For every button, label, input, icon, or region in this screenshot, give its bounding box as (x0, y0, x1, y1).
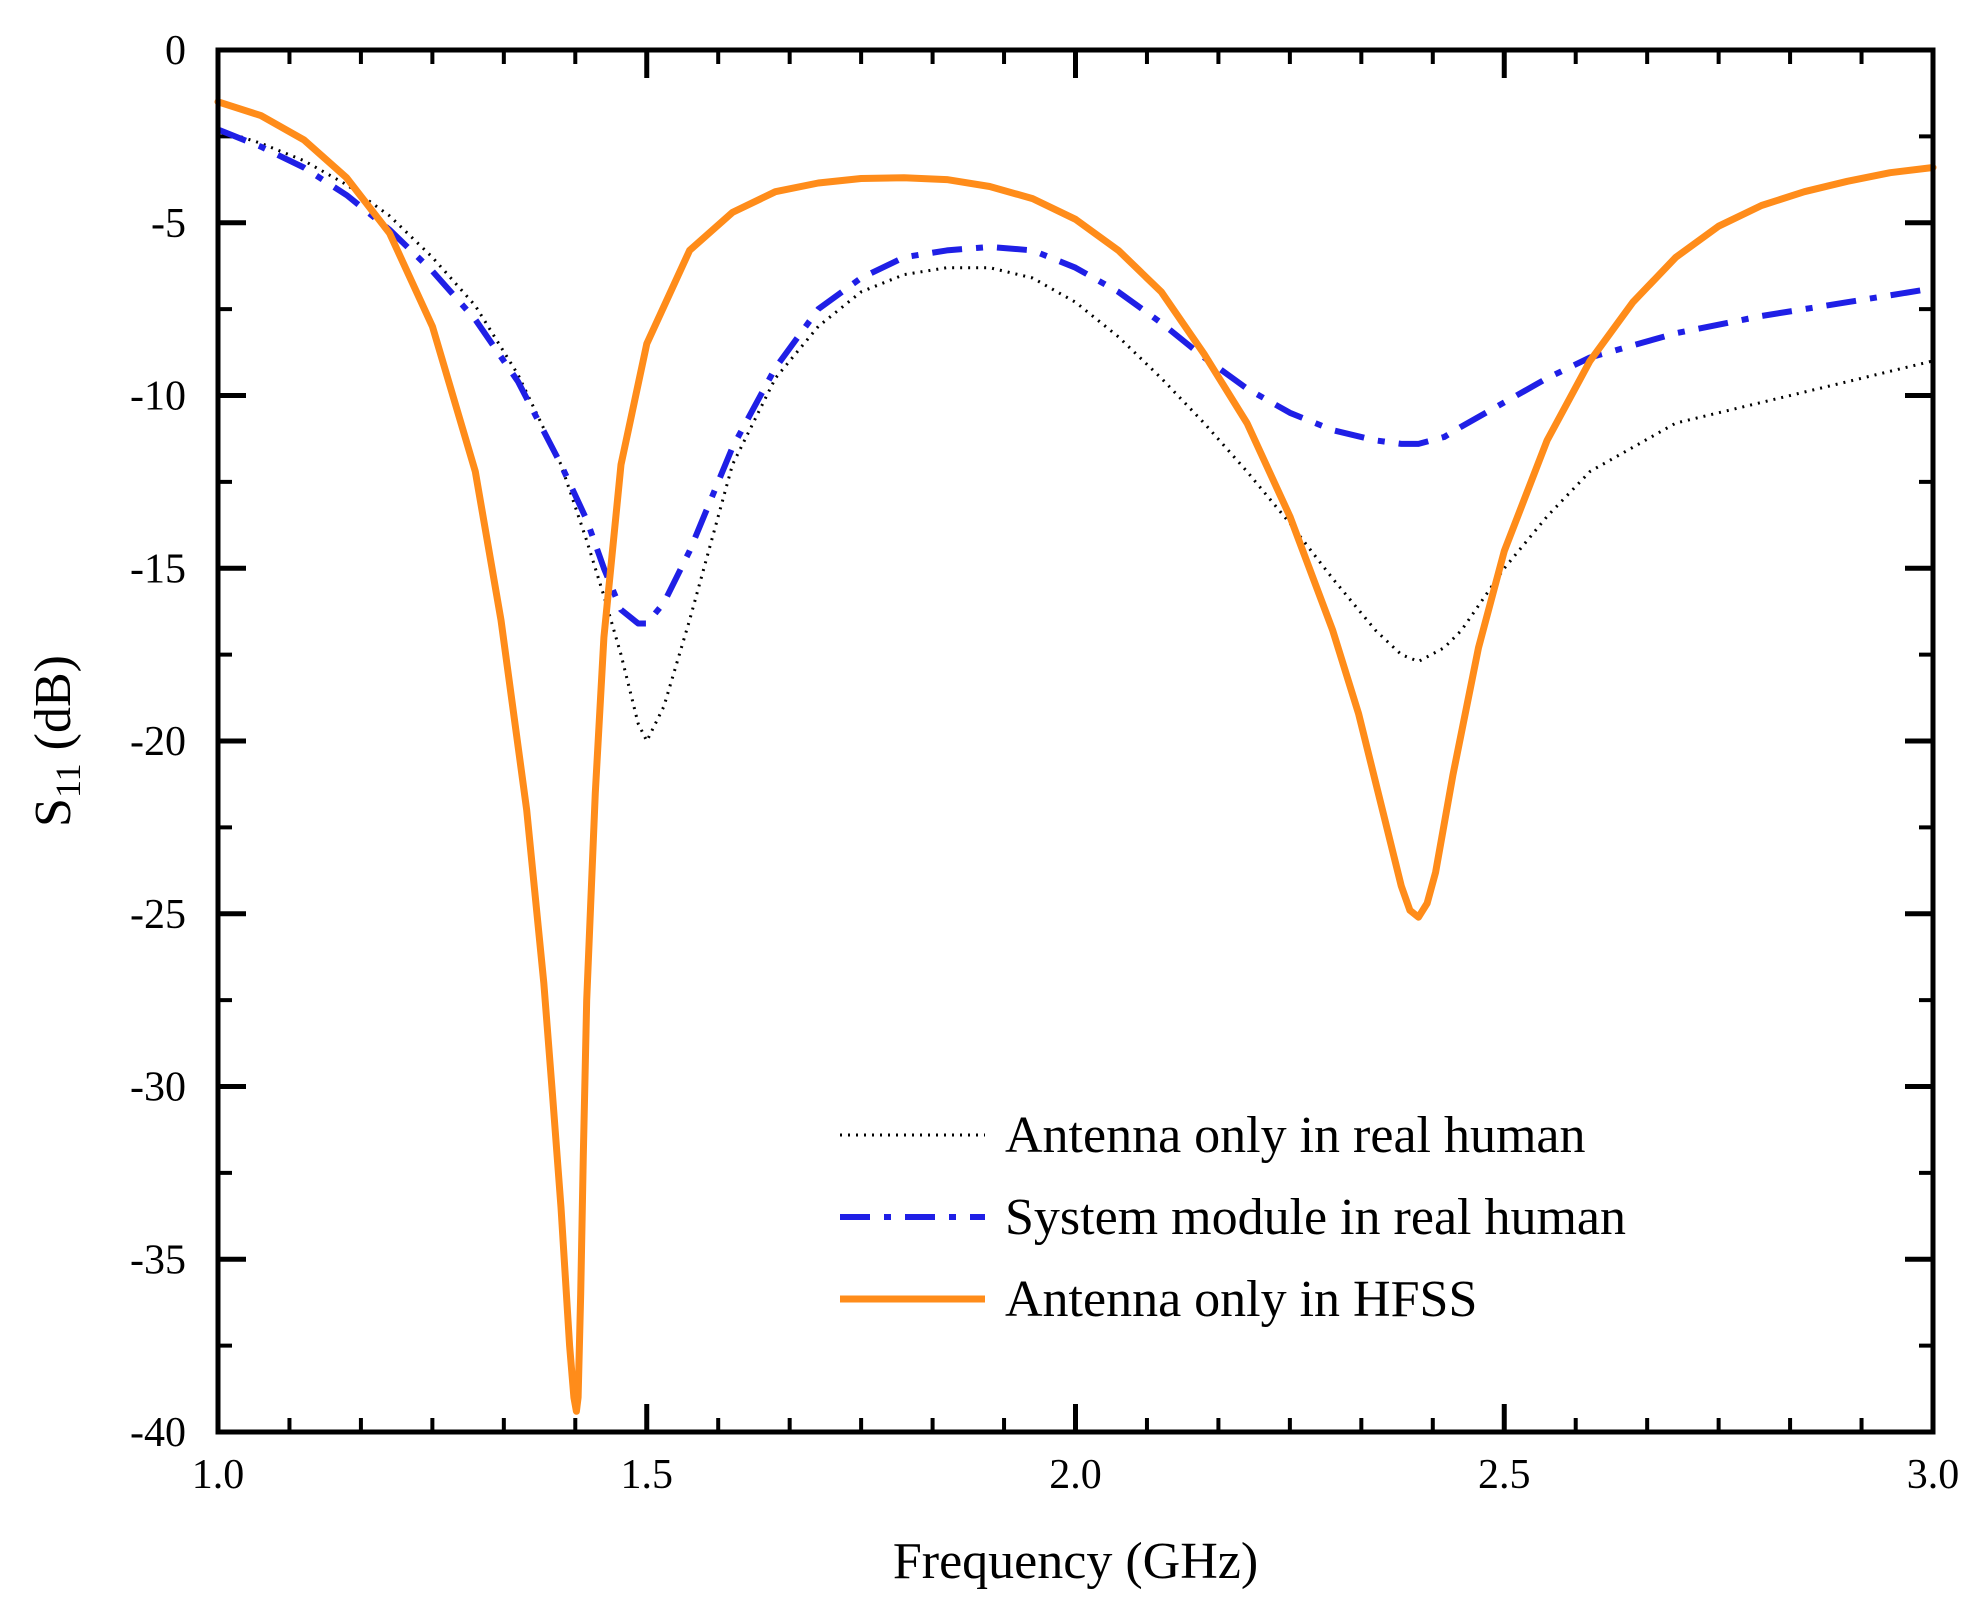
y-tick-label: -30 (130, 1065, 186, 1111)
y-tick-label: -10 (130, 374, 186, 420)
legend: Antenna only in real human System module … (840, 1107, 1626, 1328)
tick-labels: 1.0 1.5 2.0 2.5 3.0 0 -5 -10 -15 -20 -25 -30 -35 -40 (130, 28, 1959, 1498)
series-line-3 (214, 98, 1937, 1415)
y-axis-title-subscript: 11 (48, 763, 88, 798)
y-tick-label: -15 (130, 546, 186, 592)
x-tick-label: 2.0 (1049, 1452, 1102, 1498)
y-axis-title-unit: (dB) (25, 655, 82, 763)
y-tick-label: -35 (130, 1237, 186, 1283)
x-tick-label: 1.5 (621, 1452, 674, 1498)
legend-label-1: Antenna only in real human (1005, 1107, 1586, 1164)
legend-label-2: System module in real human (1005, 1189, 1626, 1246)
x-tick-label: 2.5 (1478, 1452, 1531, 1498)
x-tick-label: 3.0 (1907, 1452, 1960, 1498)
series-line-2 (216, 126, 1934, 627)
y-axis-title: S11 (dB) (25, 655, 88, 827)
x-axis-title: Frequency (GHz) (893, 1533, 1258, 1590)
x-tick-label: 1.0 (192, 1452, 245, 1498)
y-tick-label: 0 (165, 28, 186, 74)
y-tick-label: -40 (130, 1410, 186, 1456)
y-axis-title-main: S (25, 798, 82, 827)
legend-label-3: Antenna only in HFSS (1005, 1271, 1477, 1328)
y-tick-label: -20 (130, 719, 186, 765)
series-layer (214, 98, 1937, 1415)
y-tick-label: -25 (130, 892, 186, 938)
plot-frame (215, 47, 1936, 1435)
y-tick-label: -5 (151, 201, 186, 247)
